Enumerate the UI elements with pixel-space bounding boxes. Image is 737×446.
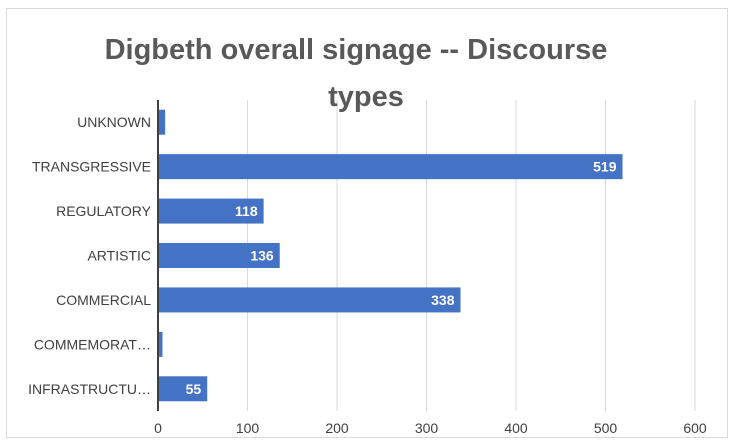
data-label: 519	[593, 159, 617, 175]
x-tick-label: 0	[154, 420, 162, 436]
x-tick-label: 500	[594, 420, 618, 436]
chart-title-line-1: Digbeth overall signage -- Discourse	[105, 34, 608, 66]
data-label: 8	[168, 114, 176, 130]
category-label: COMMERCIAL	[56, 292, 151, 308]
bar	[158, 376, 208, 402]
bar	[158, 331, 163, 357]
x-tick-label: 600	[683, 420, 707, 436]
data-label: 5	[165, 336, 173, 352]
x-tick-label: 300	[415, 420, 439, 436]
x-tick-label: 400	[504, 420, 528, 436]
chart-title-line-2: types	[328, 81, 404, 113]
data-label: 55	[186, 381, 202, 397]
bar	[158, 287, 461, 313]
category-label: ARTISTIC	[87, 248, 151, 264]
category-label: UNKNOWN	[77, 114, 151, 130]
x-tick-label: 100	[236, 420, 260, 436]
data-label: 118	[235, 203, 258, 219]
category-label: TRANSGRESSIVE	[32, 159, 151, 175]
chart-frame: 8 519 118 136 338 5 55 0 100 200 300 400 500 600 UNKN…	[6, 8, 728, 438]
category-label: INFRASTRUCTU…	[28, 381, 151, 397]
bar	[158, 154, 623, 180]
grid-lines	[247, 100, 696, 411]
data-label: 136	[250, 248, 274, 264]
axes: 0 100 200 300 400 500 600 UNKNOWN TRANSGRESSIVE R…	[28, 100, 707, 436]
bar	[158, 198, 264, 224]
category-label: COMMEMORAT…	[34, 336, 151, 352]
x-tick-label: 200	[325, 420, 349, 436]
bar	[158, 243, 280, 268]
category-label: REGULATORY	[56, 203, 152, 219]
data-label: 338	[431, 292, 455, 308]
bar	[158, 109, 166, 135]
